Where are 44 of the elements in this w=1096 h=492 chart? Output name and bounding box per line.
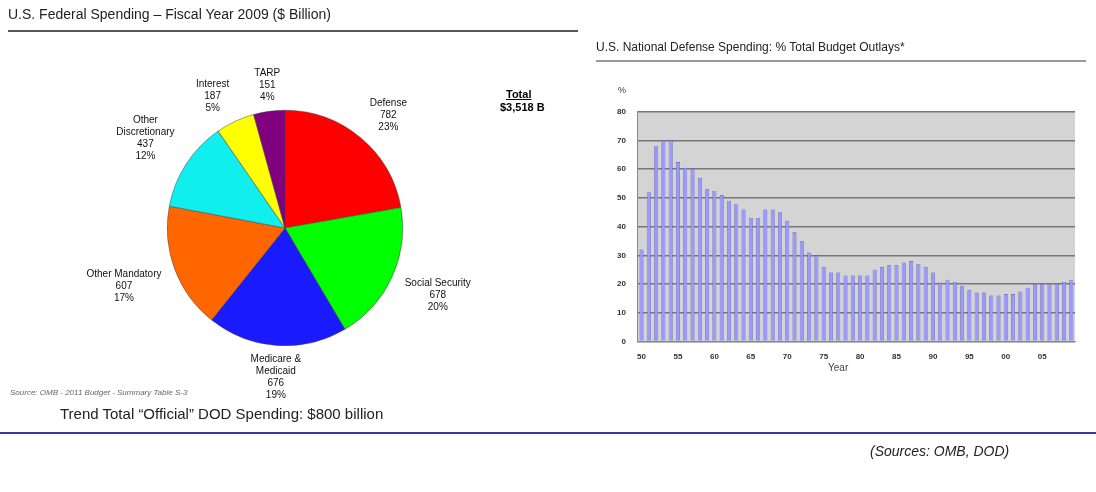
data-label: 607 17% [113,279,135,303]
x-tick-label: 05 [1037,352,1048,362]
x-tick-label: 85 [892,352,902,362]
data-label: 151 4% [258,79,277,103]
x-tick-label: 00 [1001,352,1011,362]
text: Total [506,88,532,100]
data-label: 187 5% [204,90,222,114]
y-tick-label: 50 [616,193,627,203]
y-tick-label: 20 [616,279,627,289]
x-tick-label: 95 [964,352,975,362]
x-tick-label: 60 [709,352,720,362]
x-tick-label: 55 [673,352,683,362]
slice-label: Interest [195,78,230,90]
y-tick-label: 0 [621,336,627,346]
data-label: 782 23% [378,108,399,132]
text: (Sources: OMB, DOD) [870,443,1010,459]
slice-label: Medicare & Medicaid [250,353,302,377]
chart-title: U.S. National Defense Spending: % Total Budget Outlays* [596,40,1086,62]
x-tick-label: 75 [819,352,829,362]
data-label: 678 20% [427,288,448,312]
text: $3,518 B [500,101,545,113]
x-tick-label: 65 [746,352,756,362]
x-tick-label: 70 [782,352,793,362]
slice-label: TARP [254,67,281,79]
source-note: Source: OMB - 2011 Budget - Summary Table S-3 [10,388,188,397]
x-axis-title: Year [828,362,849,373]
y-tick-label: 30 [616,250,627,260]
y-tick-label: 10 [616,307,627,317]
y-tick-label: 80 [616,107,627,116]
y-tick-label: 70 [616,135,627,145]
text: Trend Total “Official” DOD Spending: $800 billion [60,405,384,422]
y-tick-label: 60 [616,164,627,174]
y-axis-title: % [618,85,627,95]
data-label: 676 19% [265,377,286,401]
data-label: 437 12% [135,137,156,161]
x-tick-label: 50 [637,352,647,362]
slice-label: Other Mandatory [86,267,162,279]
slice-label: Other Discretionary [116,113,175,137]
chart-title: U.S. Federal Spending – Fiscal Year 2009 ($ Billion) [8,6,578,32]
slice-label: Defense [369,96,408,108]
y-tick-label: 40 [616,221,627,231]
x-tick-label: 90 [928,352,938,362]
slice-label: Social Security [404,276,471,288]
x-tick-label: 80 [855,352,866,362]
